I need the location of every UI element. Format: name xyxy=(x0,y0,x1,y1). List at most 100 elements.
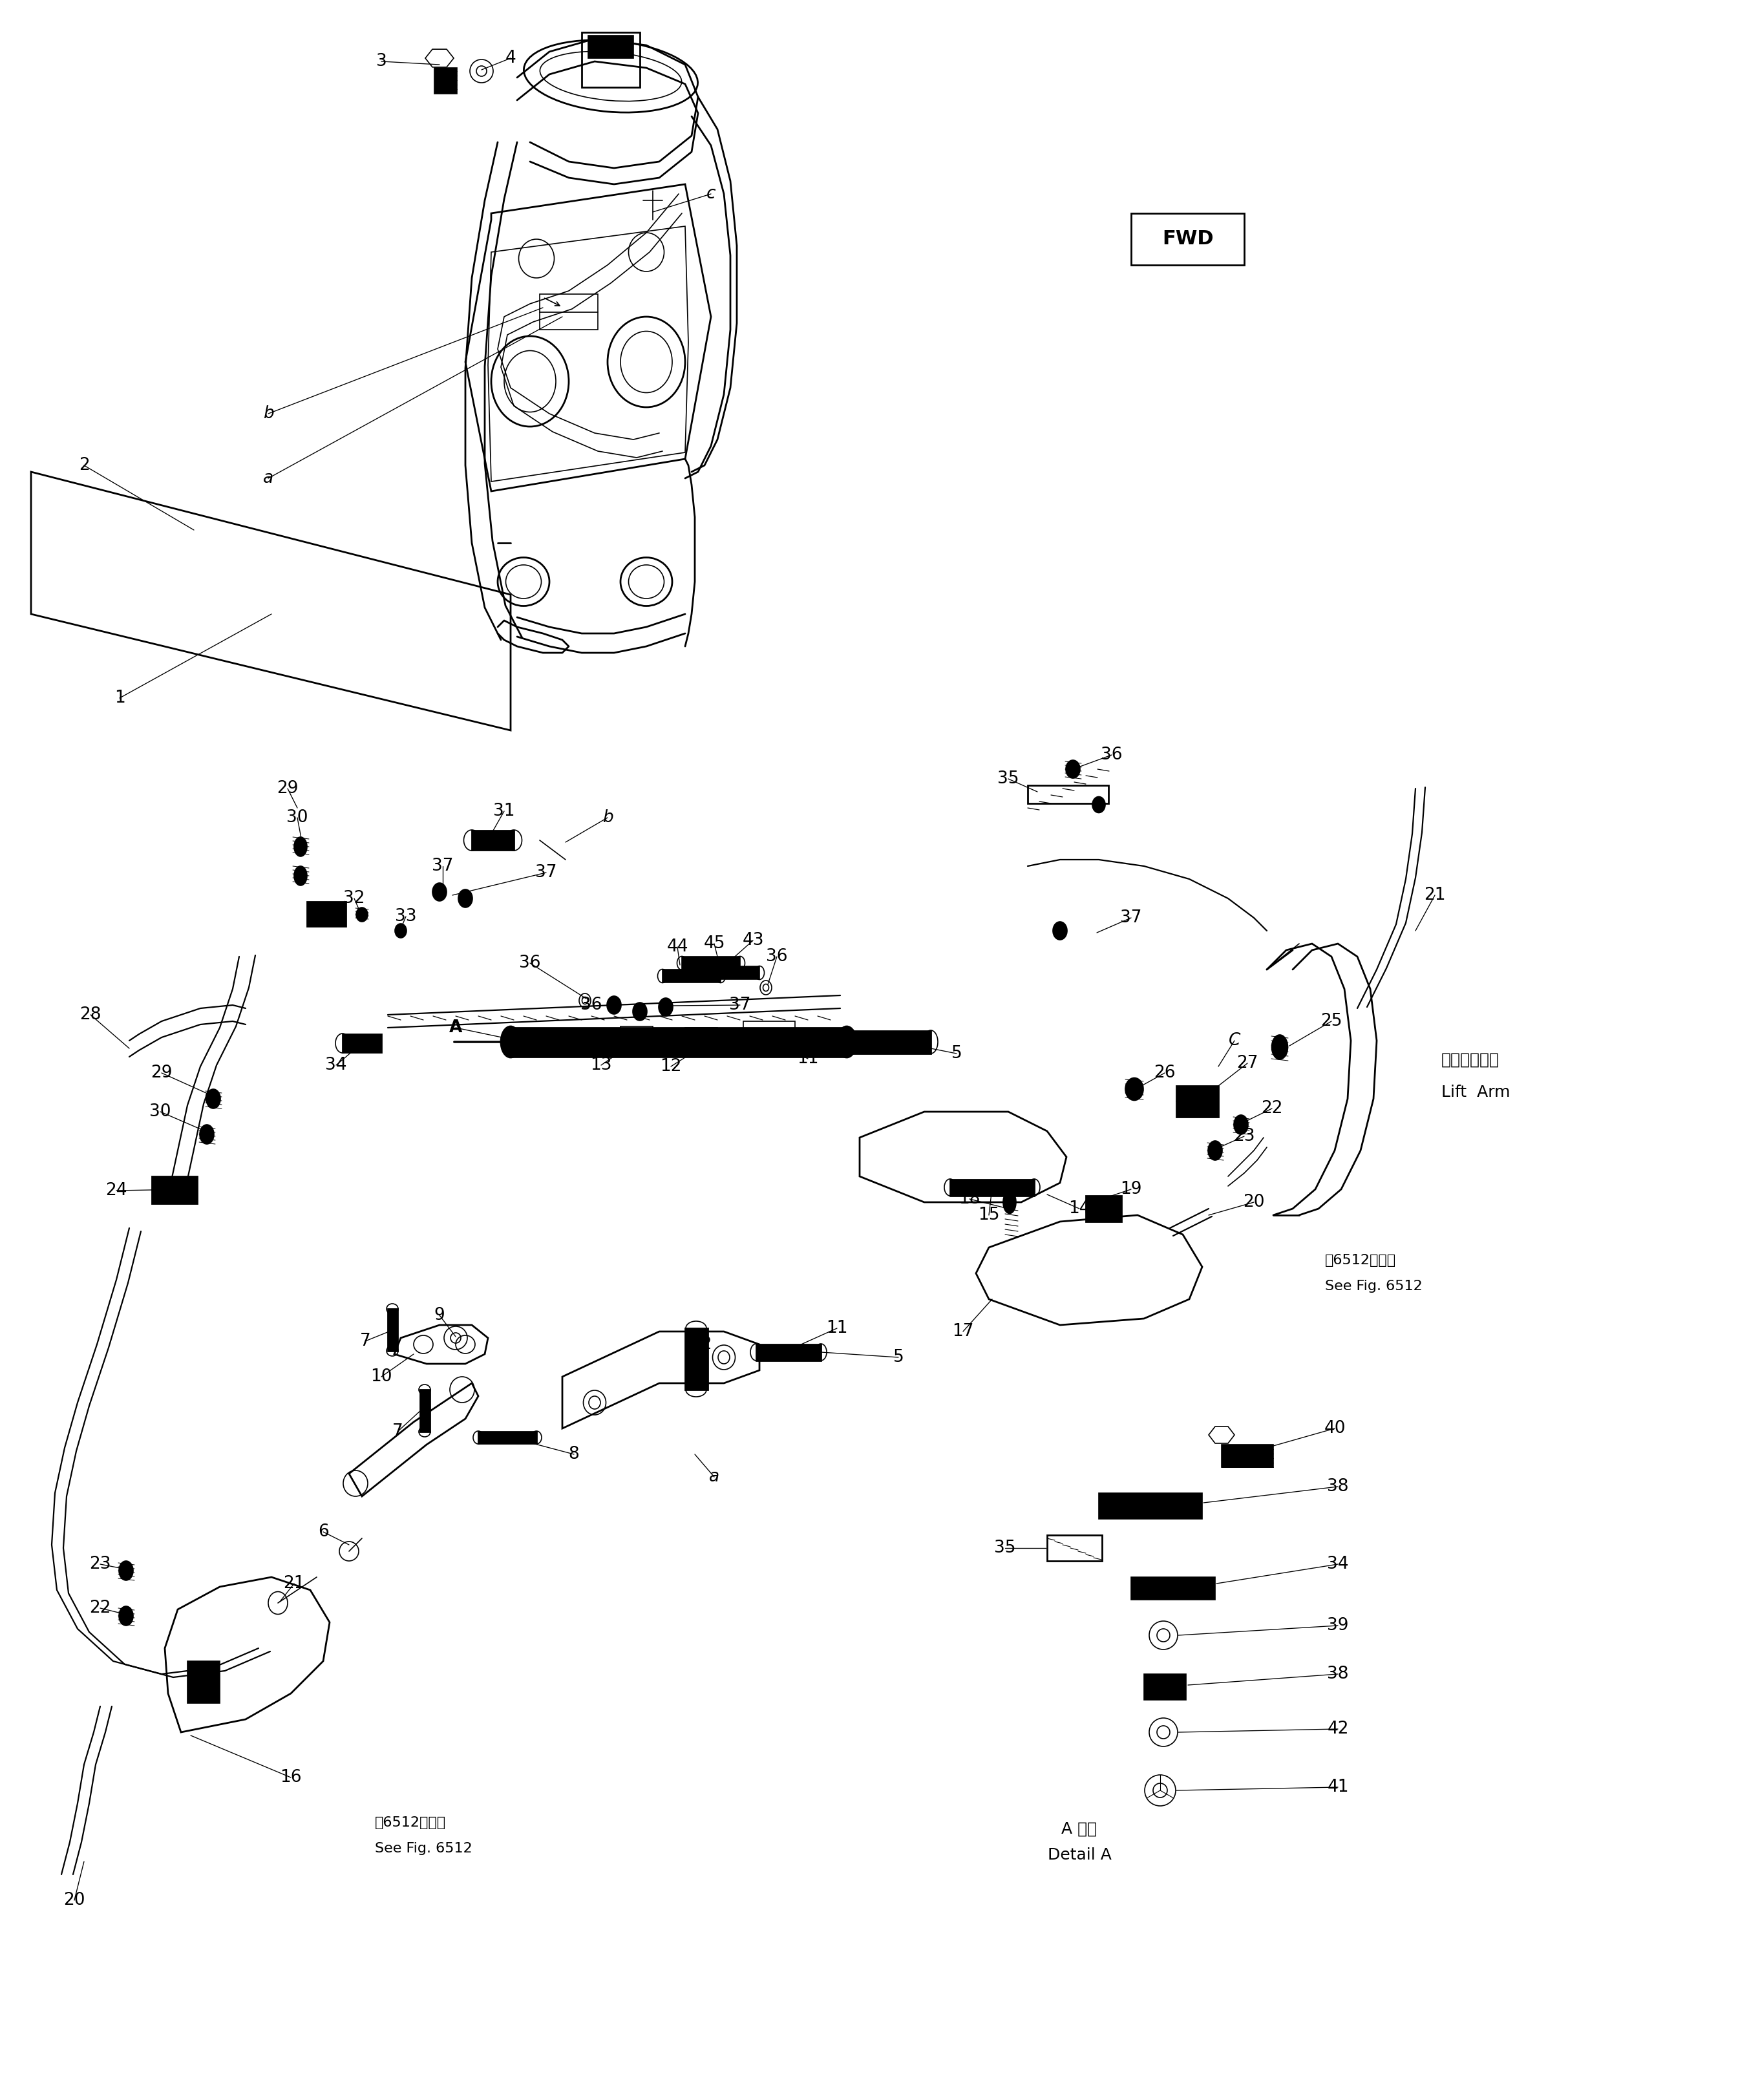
Text: See Fig. 6512: See Fig. 6512 xyxy=(1324,1279,1422,1294)
Bar xyxy=(478,1432,537,1443)
Ellipse shape xyxy=(1003,1191,1017,1214)
Ellipse shape xyxy=(501,1027,520,1058)
Text: 22: 22 xyxy=(1262,1100,1283,1117)
Text: A: A xyxy=(448,1018,462,1035)
Text: 6: 6 xyxy=(318,1523,328,1539)
Bar xyxy=(342,1033,381,1052)
Text: 16: 16 xyxy=(280,1768,302,1785)
Text: 13: 13 xyxy=(591,1056,612,1073)
Text: 40: 40 xyxy=(1324,1420,1345,1436)
Text: 12: 12 xyxy=(690,1336,713,1352)
Text: 第6512図参照: 第6512図参照 xyxy=(375,1816,447,1829)
Text: 34: 34 xyxy=(1328,1556,1349,1573)
Ellipse shape xyxy=(1234,1115,1248,1134)
Bar xyxy=(662,970,721,983)
Ellipse shape xyxy=(118,1560,134,1581)
Text: 35: 35 xyxy=(998,771,1018,788)
Text: 20: 20 xyxy=(1243,1193,1265,1210)
Text: a: a xyxy=(262,470,273,487)
Text: 42: 42 xyxy=(1328,1720,1349,1737)
Text: 1: 1 xyxy=(115,689,125,706)
Bar xyxy=(1046,1535,1102,1560)
Text: リフトアーム: リフトアーム xyxy=(1441,1052,1500,1067)
Ellipse shape xyxy=(294,838,308,857)
Text: 15: 15 xyxy=(978,1208,999,1224)
Text: Lift  Arm: Lift Arm xyxy=(1441,1084,1510,1100)
Text: 37: 37 xyxy=(535,865,556,882)
Polygon shape xyxy=(1208,1426,1234,1443)
Text: 36: 36 xyxy=(1100,746,1123,762)
Bar xyxy=(541,294,598,330)
Text: See Fig. 6512: See Fig. 6512 xyxy=(375,1842,473,1854)
Text: 30: 30 xyxy=(287,809,308,825)
Text: 12: 12 xyxy=(660,1058,681,1075)
Bar xyxy=(434,67,457,94)
Text: 17: 17 xyxy=(952,1323,973,1340)
Text: 34: 34 xyxy=(325,1056,348,1073)
Text: 19: 19 xyxy=(1121,1180,1142,1197)
Ellipse shape xyxy=(659,998,673,1016)
Bar xyxy=(1027,785,1109,804)
Text: b: b xyxy=(601,809,614,825)
Text: 36: 36 xyxy=(766,949,787,966)
Ellipse shape xyxy=(1065,760,1079,779)
Text: C: C xyxy=(1229,1033,1241,1050)
Bar xyxy=(744,1021,794,1056)
Text: 33: 33 xyxy=(395,907,417,924)
Text: 32: 32 xyxy=(344,890,365,907)
Text: 44: 44 xyxy=(667,939,688,956)
Bar xyxy=(421,1390,429,1432)
Ellipse shape xyxy=(356,907,368,922)
Text: 38: 38 xyxy=(1328,1665,1349,1682)
Ellipse shape xyxy=(200,1126,214,1145)
Bar xyxy=(308,901,346,926)
Ellipse shape xyxy=(1208,1140,1222,1159)
Bar xyxy=(582,32,640,88)
Bar xyxy=(620,1027,653,1052)
Bar xyxy=(587,36,633,59)
Text: 25: 25 xyxy=(1321,1012,1342,1029)
Bar xyxy=(1098,1493,1203,1518)
Text: 29: 29 xyxy=(276,779,299,798)
Text: 18: 18 xyxy=(959,1191,980,1208)
Text: 30: 30 xyxy=(149,1103,170,1119)
Text: 24: 24 xyxy=(106,1182,127,1199)
Text: 8: 8 xyxy=(568,1447,579,1464)
Bar xyxy=(685,1027,718,1054)
Text: 36: 36 xyxy=(580,998,603,1014)
Text: 9: 9 xyxy=(434,1306,445,1323)
Bar xyxy=(846,1031,932,1054)
Bar xyxy=(756,1344,820,1361)
Text: 37: 37 xyxy=(1121,909,1142,926)
Bar xyxy=(388,1308,398,1350)
Text: 26: 26 xyxy=(1154,1065,1175,1082)
Ellipse shape xyxy=(207,1090,221,1109)
Bar xyxy=(951,1180,1034,1195)
Ellipse shape xyxy=(1124,1077,1144,1100)
Text: 11: 11 xyxy=(798,1050,819,1067)
Text: 39: 39 xyxy=(1328,1617,1349,1634)
Text: 27: 27 xyxy=(1237,1054,1258,1071)
Text: 3: 3 xyxy=(375,53,388,69)
Bar xyxy=(188,1661,219,1703)
Text: 43: 43 xyxy=(742,932,763,949)
Bar xyxy=(685,1329,707,1390)
Text: 5: 5 xyxy=(893,1348,904,1365)
Text: 5: 5 xyxy=(951,1046,963,1063)
Text: 41: 41 xyxy=(1328,1779,1349,1796)
Ellipse shape xyxy=(395,924,407,939)
Text: A 詳細: A 詳細 xyxy=(1062,1821,1097,1838)
Text: 37: 37 xyxy=(730,998,751,1014)
Text: 31: 31 xyxy=(494,802,514,819)
Bar xyxy=(1177,1086,1218,1117)
Text: 38: 38 xyxy=(1328,1478,1349,1495)
Bar xyxy=(1131,1577,1215,1600)
Polygon shape xyxy=(426,48,454,67)
Text: 37: 37 xyxy=(697,1033,718,1050)
Text: 22: 22 xyxy=(89,1600,111,1617)
Text: 21: 21 xyxy=(1423,886,1446,903)
Text: 21: 21 xyxy=(283,1575,304,1592)
Text: 23: 23 xyxy=(1234,1128,1255,1145)
Text: 7: 7 xyxy=(360,1334,370,1350)
Ellipse shape xyxy=(118,1607,134,1625)
